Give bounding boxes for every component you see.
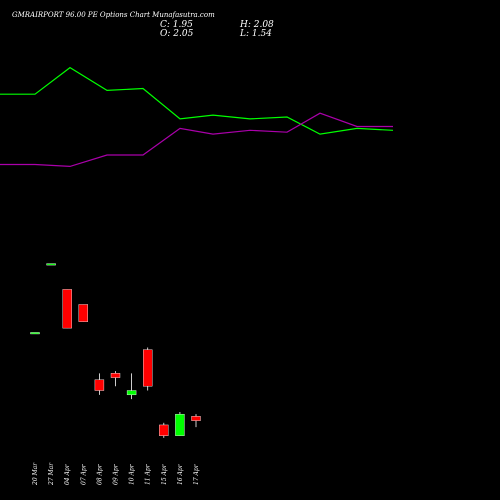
candle-body [175,413,185,436]
low-value: L: 1.54 [240,29,272,39]
candle-body [46,263,56,266]
candle-body [159,424,169,436]
chart-title: GMRAIRPORT 96.00 PE Options Chart Munafa… [12,11,215,19]
candle-body [30,332,40,335]
candle-body [94,379,105,391]
x-tick-label: 07 Apr [80,463,87,485]
candle-body [142,349,153,387]
x-tick-label: 08 Apr [96,463,103,485]
x-tick-label: 20 Mar [32,462,39,486]
candle-body [110,373,121,378]
x-tick-label: 09 Apr [113,463,120,485]
x-tick-label: 11 Apr [145,463,152,485]
candle-body [78,304,89,322]
x-tick-label: 15 Apr [161,463,168,485]
x-tick-label: 17 Apr [193,463,200,485]
x-tick-label: 10 Apr [129,463,136,485]
high-value: H: 2.08 [240,20,274,30]
indicator-lines [0,66,394,168]
x-tick-label: 27 Mar [48,462,55,486]
close-value: C: 1.95 [160,20,193,30]
x-axis-labels: 20 Mar 27 Mar 04 Apr 07 Apr 08 Apr 09 Apr 10 A… [32,462,200,486]
x-tick-label: 16 Apr [177,463,184,485]
candle-body [126,390,137,396]
candlesticks [30,263,201,438]
purple-line [0,112,393,168]
candle-body [62,289,72,329]
open-value: O: 2.05 [160,29,194,39]
green-line [0,66,394,135]
candle-body [191,416,201,421]
x-tick-label: 04 Apr [64,463,71,485]
